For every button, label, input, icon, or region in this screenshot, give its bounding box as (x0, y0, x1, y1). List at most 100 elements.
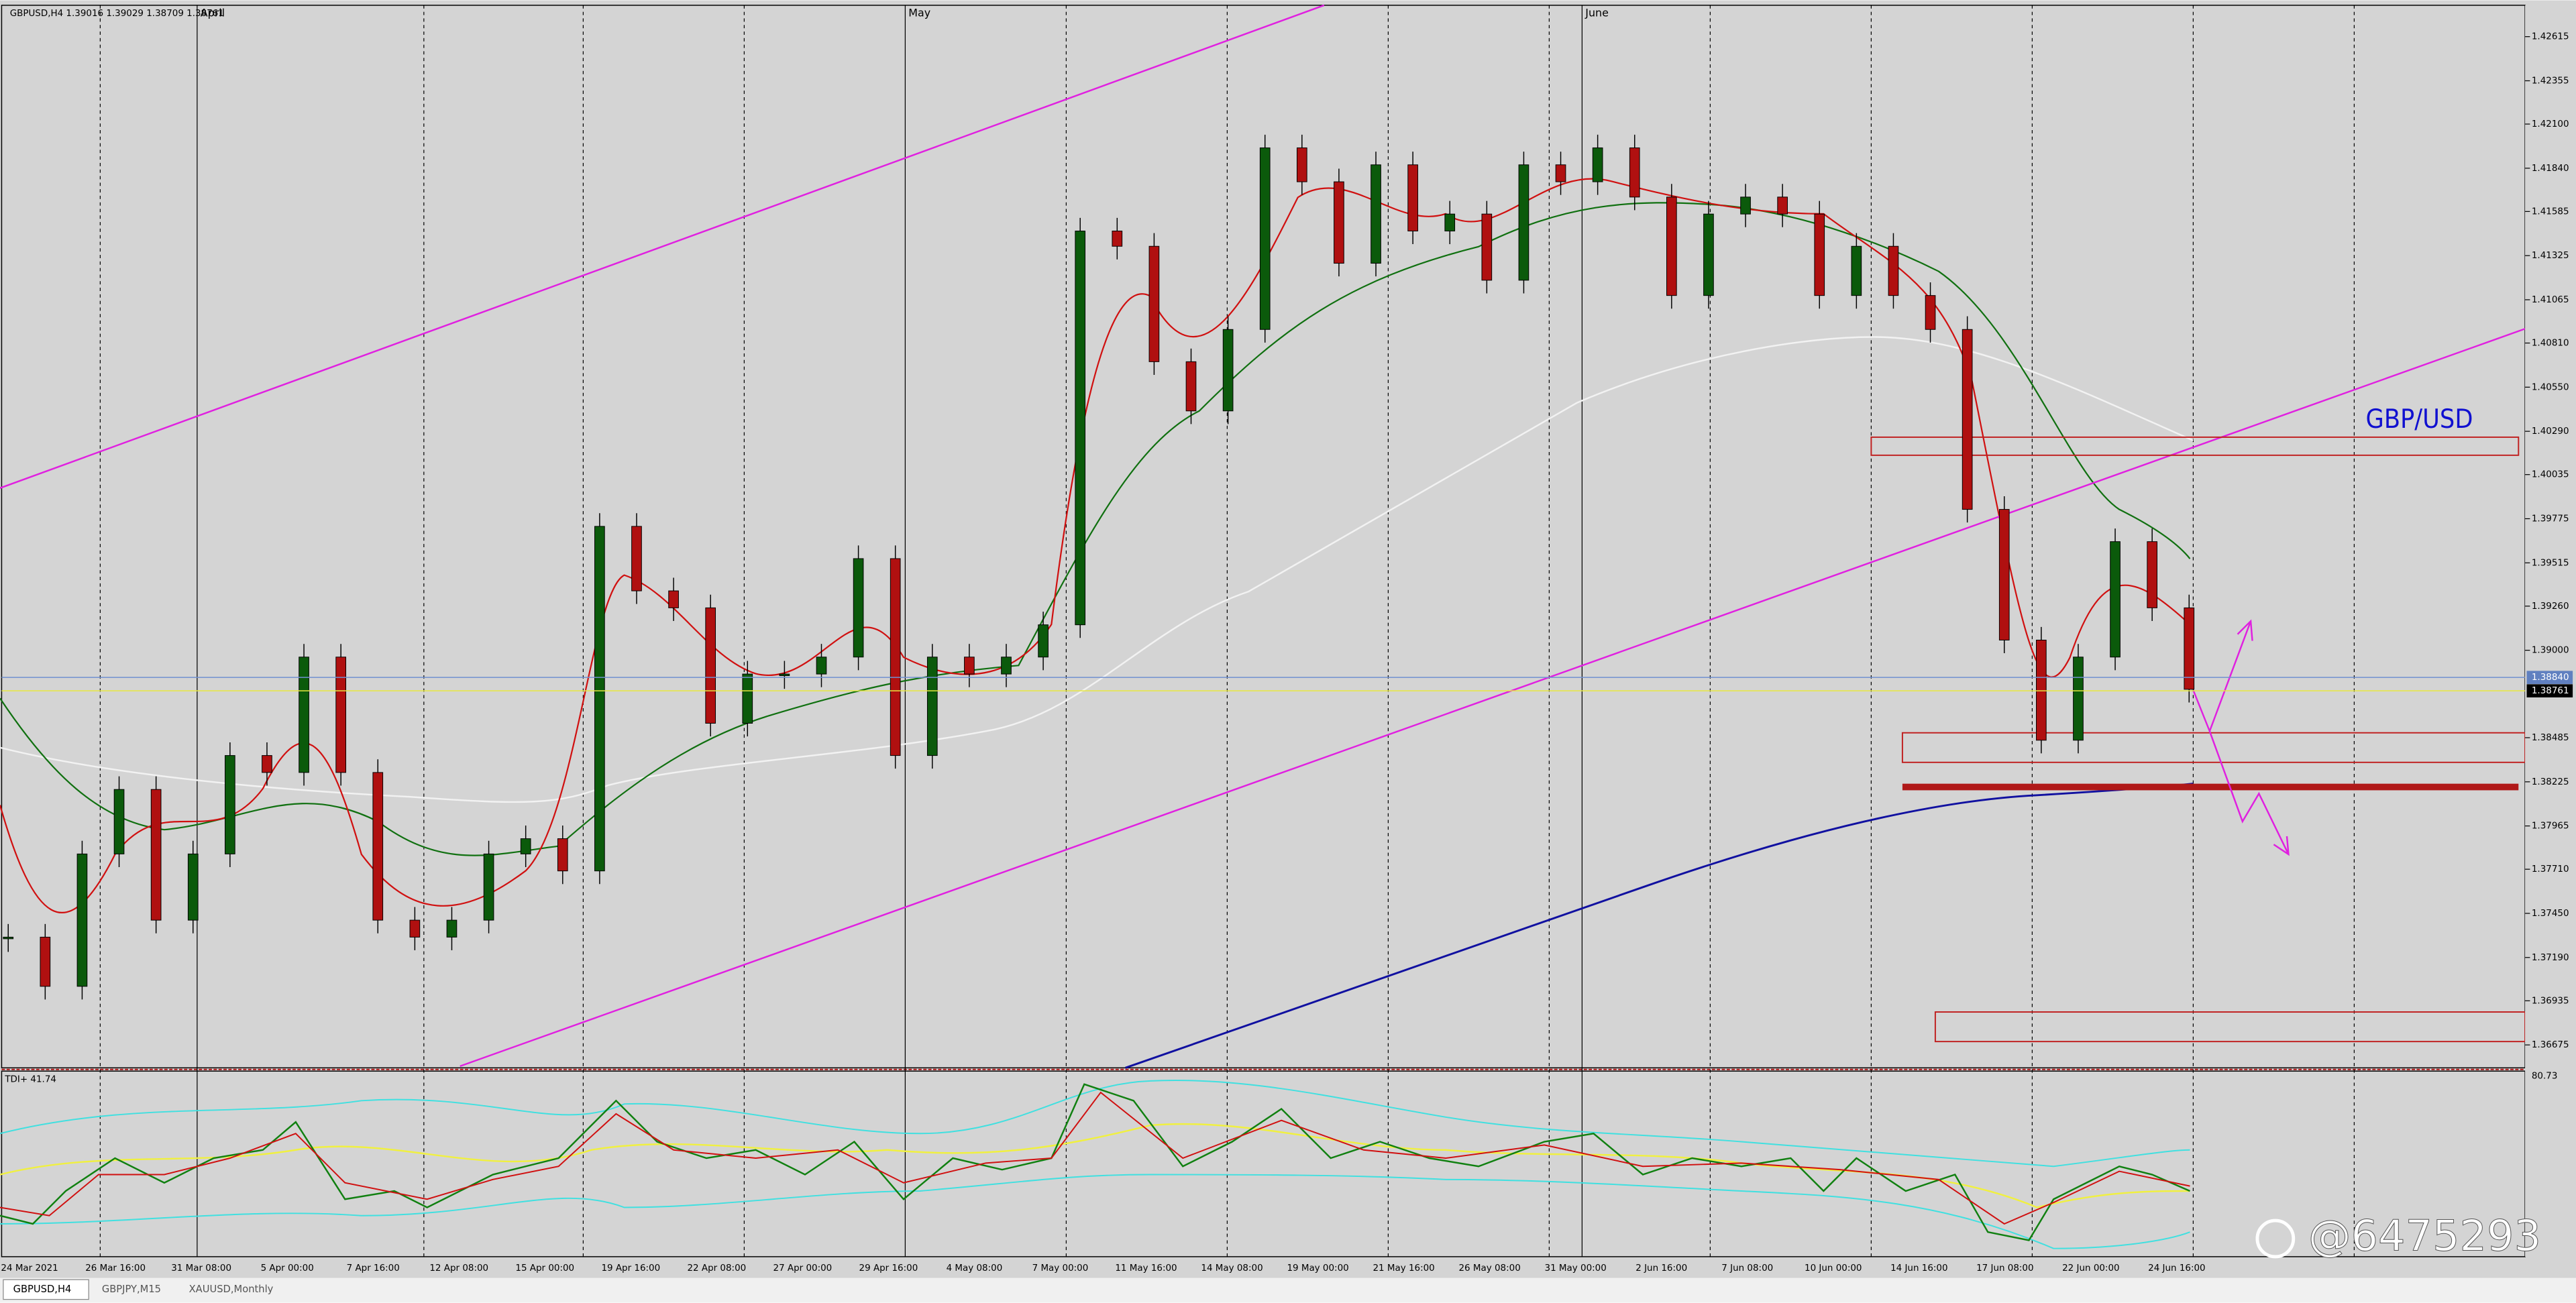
tdi-upper-band (0, 1079, 2190, 1168)
date-label: 19 May 00:00 (1287, 1263, 1348, 1273)
date-label: 24 Jun 16:00 (2148, 1263, 2205, 1273)
date-label: 24 Mar 2021 (1, 1263, 58, 1273)
tdi-lower-band (0, 1174, 2190, 1249)
moving-average-green (0, 202, 2191, 856)
candle (520, 838, 531, 854)
date-label: 17 Jun 08:00 (1976, 1263, 2033, 1273)
candle (1296, 147, 1307, 182)
month-label: May (908, 7, 930, 19)
candle (1814, 213, 1825, 296)
indicator-level: 80.73 (2532, 1072, 2558, 1082)
candle (483, 853, 494, 921)
candle (2110, 541, 2121, 658)
candle (1703, 213, 1714, 296)
symbol-info: GBPUSD,H4 1.39016 1.39029 1.38709 1.3876… (10, 9, 224, 19)
price-label: 1.41065 (2532, 295, 2569, 305)
candle (1998, 509, 2010, 640)
tab[interactable]: GBPUSD,H4 (13, 1284, 72, 1295)
candle (262, 755, 272, 773)
price-label: 1.37450 (2532, 909, 2569, 919)
date-label: 4 May 08:00 (947, 1263, 1003, 1273)
price-label: 1.40550 (2532, 382, 2569, 392)
candle (779, 673, 790, 677)
resistance-zone (1870, 436, 2520, 456)
price-label: 1.38485 (2532, 733, 2569, 743)
candle (853, 558, 864, 658)
candle (1888, 245, 1899, 296)
date-label: 11 May 16:00 (1115, 1263, 1177, 1273)
price-label: 1.40290 (2532, 427, 2569, 437)
candle (2147, 541, 2157, 608)
price-label: 1.40035 (2532, 470, 2569, 480)
moving-average-red (0, 178, 2191, 913)
price-label: 1.40810 (2532, 339, 2569, 349)
candle (150, 789, 162, 921)
date-label: 2 Jun 16:00 (1635, 1263, 1687, 1273)
candle (926, 657, 938, 756)
candle (1112, 230, 1123, 247)
arrow-down (2208, 730, 2290, 856)
candle (1259, 147, 1271, 330)
month-label: June (1585, 7, 1609, 19)
date-label: 14 May 08:00 (1201, 1263, 1263, 1273)
candle (372, 772, 384, 921)
candle (299, 657, 309, 773)
candle (225, 755, 235, 854)
price-label: 1.37965 (2532, 822, 2569, 832)
candle (76, 853, 88, 987)
channel-upper (0, 4, 1325, 489)
candle (2036, 639, 2047, 741)
price-tag-label: 1.38840 (2532, 673, 2569, 683)
date-label: 21 May 16:00 (1373, 1263, 1434, 1273)
date-label: 22 Apr 08:00 (687, 1263, 746, 1273)
date-label: 27 Apr 00:00 (773, 1263, 833, 1273)
candle (1407, 164, 1418, 231)
candle (890, 558, 901, 756)
candle (335, 657, 346, 773)
tab-active[interactable] (3, 1279, 89, 1300)
candle (631, 526, 642, 591)
price-label: 1.39260 (2532, 602, 2569, 612)
price-axis (2525, 5, 2576, 1257)
date-label: 7 Apr 16:00 (347, 1263, 400, 1273)
candle (113, 789, 125, 854)
candle (1925, 295, 1936, 330)
date-label: 7 Jun 08:00 (1721, 1263, 1773, 1273)
watermark-logo (2255, 1219, 2296, 1259)
price-label: 1.37190 (2532, 953, 2569, 963)
tab[interactable]: XAUUSD,Monthly (189, 1284, 274, 1295)
candle (3, 936, 14, 940)
price-label: 1.41585 (2532, 207, 2569, 217)
candle (668, 590, 679, 608)
price-tag (2526, 684, 2573, 697)
date-label: 7 May 00:00 (1032, 1263, 1089, 1273)
annotation: GBP/USD (2366, 404, 2473, 435)
channel-lower (460, 328, 2526, 1068)
price-label: 1.39515 (2532, 558, 2569, 568)
date-label: 19 Apr 16:00 (601, 1263, 660, 1273)
candle (1148, 245, 1160, 362)
moving-average-white (0, 336, 2194, 803)
date-label: 29 Apr 16:00 (859, 1263, 918, 1273)
price-label: 1.36935 (2532, 996, 2569, 1006)
candle (1851, 245, 1862, 296)
candle (1334, 181, 1344, 264)
price-label: 1.37710 (2532, 864, 2569, 874)
date-label: 31 May 00:00 (1545, 1263, 1607, 1273)
date-label: 15 Apr 00:00 (515, 1263, 574, 1273)
candle (557, 838, 568, 872)
date-label: 14 Jun 16:00 (1890, 1263, 1947, 1273)
indicator-label: TDI+ 41.74 (4, 1074, 56, 1084)
price-label: 1.39775 (2532, 514, 2569, 524)
tab-bar (0, 1278, 2576, 1303)
price-label: 1.42355 (2532, 76, 2569, 86)
candle (594, 526, 605, 872)
candle (1518, 164, 1529, 281)
month-label: April (201, 7, 225, 19)
date-label: 5 Apr 00:00 (261, 1263, 314, 1273)
candle (1962, 329, 1973, 510)
tab[interactable]: GBPJPY,M15 (102, 1284, 161, 1295)
